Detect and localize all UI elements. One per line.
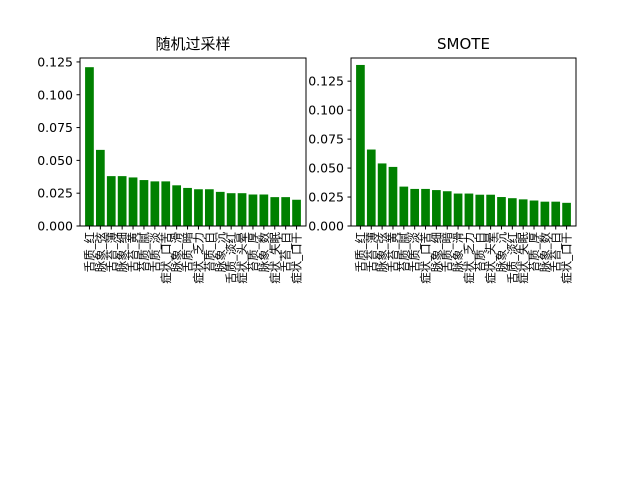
bar [367, 150, 376, 226]
bar [85, 67, 94, 226]
chart-title: SMOTE [437, 35, 490, 53]
bar [270, 197, 279, 226]
bar [129, 177, 138, 226]
y-tick-label: 0.000 [37, 219, 73, 234]
bar [519, 199, 528, 226]
bar [475, 195, 484, 226]
bar [216, 192, 225, 226]
bar [465, 194, 474, 226]
bar [96, 150, 105, 226]
y-tick-label: 0.075 [37, 120, 73, 135]
y-tick-label: 0.075 [308, 132, 344, 147]
y-tick-label: 0.125 [37, 54, 73, 69]
chart-panel-2: SMOTE舌质_红舌苔_薄脉象_弦舌苔_黄苔质_腻舌质_淡症状_口苦脉象_细舌质… [308, 35, 576, 284]
bar [562, 203, 571, 226]
bar [432, 190, 441, 226]
bar [421, 189, 430, 226]
bar [541, 202, 550, 226]
y-tick-label: 0.025 [37, 186, 73, 201]
bar [194, 189, 203, 226]
bar [389, 167, 398, 226]
y-tick-label: 0.100 [37, 87, 73, 102]
bar [140, 180, 149, 226]
x-tick-label: 症状_口干 [290, 232, 304, 284]
bar [150, 181, 159, 226]
bar [118, 176, 127, 226]
chart-title: 随机过采样 [155, 35, 230, 53]
bar [486, 195, 495, 226]
y-tick-label: 0.050 [37, 153, 73, 168]
bar [378, 163, 387, 226]
bar [454, 194, 463, 226]
bar [508, 198, 517, 226]
y-tick-label: 0.100 [308, 103, 344, 118]
bar [107, 176, 116, 226]
bar [443, 191, 452, 226]
bar [259, 195, 268, 227]
bar [238, 193, 247, 226]
y-tick-label: 0.000 [308, 219, 344, 234]
bar [183, 188, 192, 226]
bar [551, 202, 560, 226]
bar [292, 200, 301, 226]
bar [161, 181, 170, 226]
bar [399, 187, 408, 226]
bar [249, 195, 258, 227]
x-tick-label: 症状_口干 [560, 232, 574, 284]
bar [205, 189, 214, 226]
bar [410, 189, 419, 226]
bar [356, 65, 365, 226]
y-tick-label: 0.050 [308, 161, 344, 176]
bar [281, 197, 290, 226]
bar [530, 201, 539, 226]
bar [497, 197, 506, 226]
y-tick-label: 0.125 [308, 74, 344, 89]
y-tick-label: 0.025 [308, 190, 344, 205]
bar [172, 185, 181, 226]
chart-panel-1: 随机过采样舌质_红脉象_弦舌苔_薄脉象_细舌苔_黄苔质_腻舌质_淡症状_口苦脉象… [37, 35, 306, 284]
bar [227, 193, 236, 226]
